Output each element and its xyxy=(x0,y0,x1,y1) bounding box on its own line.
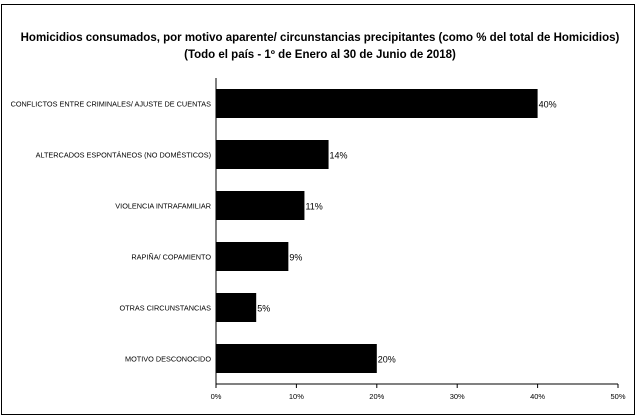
category-label: CONFLICTOS ENTRE CRIMINALES/ AJUSTE DE C… xyxy=(11,100,212,109)
bar xyxy=(216,242,289,271)
bar xyxy=(216,89,538,118)
x-tick-label: 40% xyxy=(530,392,545,401)
bar xyxy=(216,293,257,322)
category-label: MOTIVO DESCONOCIDO xyxy=(125,355,211,364)
bar xyxy=(216,191,305,220)
category-label: RAPIÑA/ COPAMIENTO xyxy=(131,253,211,262)
category-labels-group: CONFLICTOS ENTRE CRIMINALES/ AJUSTE DE C… xyxy=(11,100,212,364)
data-label: 40% xyxy=(539,100,557,110)
bar xyxy=(216,140,329,169)
category-label: OTRAS CIRCUNSTANCIAS xyxy=(120,304,212,313)
data-label: 14% xyxy=(330,151,348,161)
x-tick-label: 0% xyxy=(211,392,222,401)
x-axis: 0% 10% 20% 30% 40% 50% xyxy=(211,78,626,401)
category-label: ALTERCADOS ESPONTÁNEOS (NO DOMÉSTICOS) xyxy=(36,151,211,160)
data-label: 11% xyxy=(305,202,322,212)
data-label: 20% xyxy=(378,355,396,365)
x-tick-label: 30% xyxy=(450,392,465,401)
x-tick-label: 20% xyxy=(369,392,384,401)
chart-subtitle: (Todo el país - 1º de Enero al 30 de Jun… xyxy=(184,49,456,61)
chart-title: Homicidios consumados, por motivo aparen… xyxy=(20,32,620,44)
x-tick-label: 10% xyxy=(289,392,304,401)
bar xyxy=(216,344,377,373)
data-labels-group: 40% 14% 11% 9% 5% 20% xyxy=(257,100,556,365)
data-label: 9% xyxy=(289,253,302,263)
category-label: VIOLENCIA INTRAFAMILIAR xyxy=(115,202,211,211)
x-tick-label: 50% xyxy=(610,392,625,401)
bars-group xyxy=(216,89,538,373)
data-label: 5% xyxy=(257,304,270,314)
